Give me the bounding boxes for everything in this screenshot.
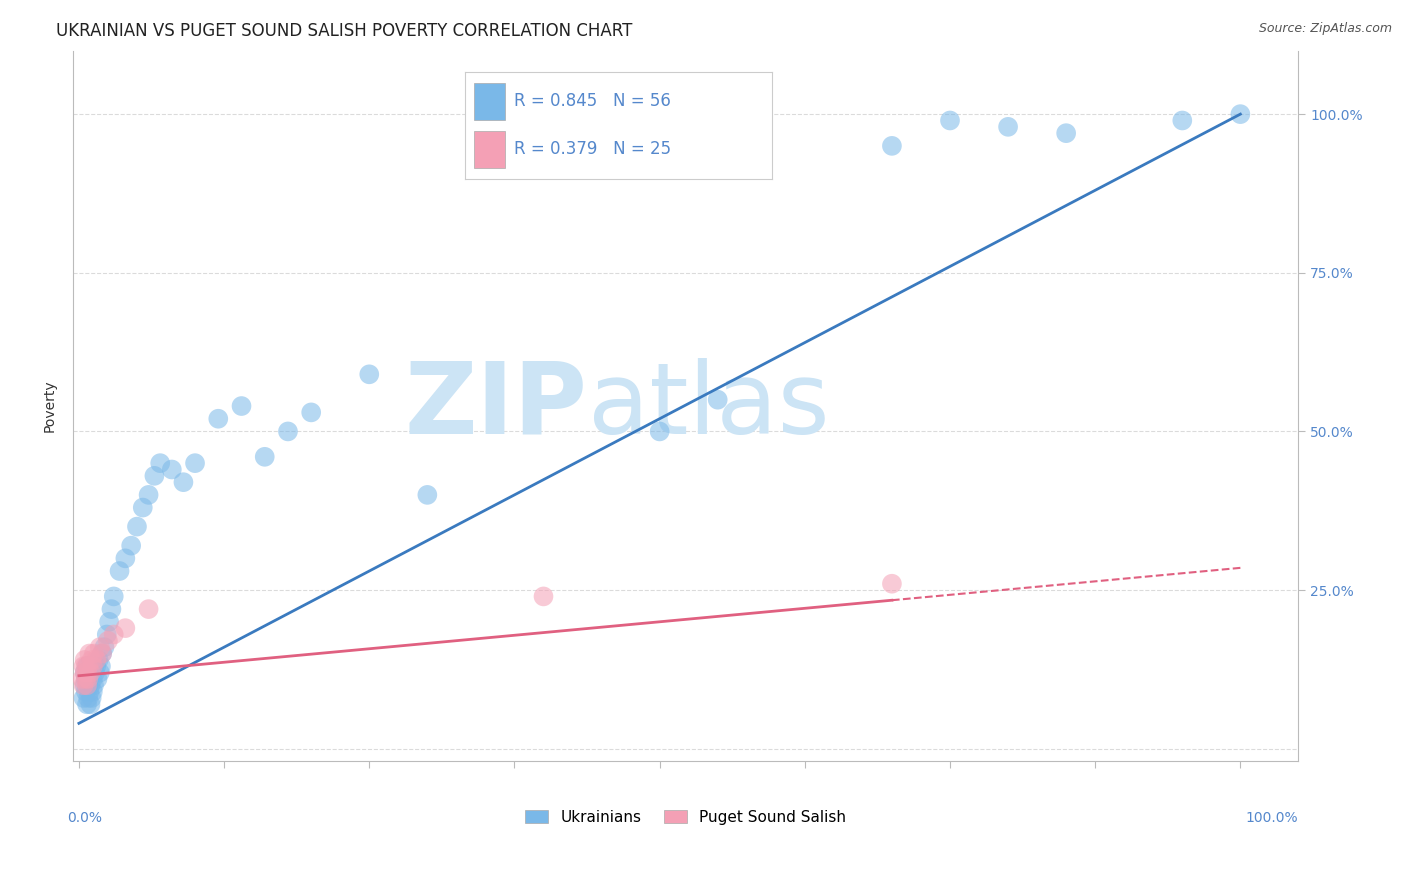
Point bbox=[160, 462, 183, 476]
Point bbox=[277, 425, 299, 439]
Point bbox=[96, 627, 118, 641]
Point bbox=[91, 647, 114, 661]
Point bbox=[76, 665, 98, 680]
Point bbox=[138, 488, 160, 502]
Point bbox=[253, 450, 276, 464]
Point bbox=[997, 120, 1019, 134]
Point bbox=[72, 690, 94, 705]
Point bbox=[86, 672, 108, 686]
Point bbox=[73, 665, 96, 680]
Point bbox=[82, 659, 104, 673]
Point bbox=[120, 539, 142, 553]
Point bbox=[86, 659, 108, 673]
Point bbox=[72, 678, 94, 692]
Point bbox=[87, 653, 110, 667]
Point bbox=[77, 672, 100, 686]
Point bbox=[880, 139, 903, 153]
Point bbox=[97, 633, 120, 648]
Point bbox=[149, 456, 172, 470]
Point bbox=[79, 672, 101, 686]
Text: atlas: atlas bbox=[588, 358, 830, 455]
Point bbox=[880, 576, 903, 591]
Point bbox=[143, 468, 166, 483]
Point bbox=[79, 665, 101, 680]
Point bbox=[1054, 126, 1077, 140]
Point bbox=[77, 690, 100, 705]
Point bbox=[86, 653, 108, 667]
Point bbox=[77, 678, 100, 692]
Text: 100.0%: 100.0% bbox=[1246, 811, 1299, 825]
Point bbox=[416, 488, 439, 502]
Point bbox=[82, 672, 104, 686]
Point bbox=[73, 665, 96, 680]
Point bbox=[91, 647, 114, 661]
Point bbox=[76, 698, 98, 712]
Point bbox=[231, 399, 253, 413]
Point bbox=[359, 368, 381, 382]
Text: UKRAINIAN VS PUGET SOUND SALISH POVERTY CORRELATION CHART: UKRAINIAN VS PUGET SOUND SALISH POVERTY … bbox=[56, 22, 633, 40]
Point bbox=[79, 698, 101, 712]
Point bbox=[90, 659, 112, 673]
Point bbox=[72, 659, 94, 673]
Y-axis label: Poverty: Poverty bbox=[44, 380, 58, 433]
Point bbox=[83, 647, 105, 661]
Point bbox=[82, 684, 104, 698]
Point bbox=[533, 590, 555, 604]
Point bbox=[706, 392, 728, 407]
Point bbox=[73, 653, 96, 667]
Point bbox=[125, 519, 148, 533]
Point bbox=[77, 659, 100, 673]
Point bbox=[172, 475, 194, 490]
Point bbox=[75, 672, 97, 686]
Point bbox=[89, 665, 111, 680]
Point bbox=[75, 672, 97, 686]
Point bbox=[114, 551, 136, 566]
Point bbox=[100, 602, 122, 616]
Point bbox=[76, 678, 98, 692]
Point bbox=[939, 113, 962, 128]
Text: Source: ZipAtlas.com: Source: ZipAtlas.com bbox=[1258, 22, 1392, 36]
Text: 0.0%: 0.0% bbox=[67, 811, 103, 825]
Point bbox=[103, 590, 125, 604]
Point bbox=[299, 405, 322, 419]
Text: ZIP: ZIP bbox=[405, 358, 588, 455]
Point bbox=[79, 684, 101, 698]
Point bbox=[79, 678, 101, 692]
Point bbox=[75, 659, 97, 673]
Point bbox=[80, 653, 103, 667]
Legend: Ukrainians, Puget Sound Salish: Ukrainians, Puget Sound Salish bbox=[526, 810, 846, 825]
Point bbox=[79, 647, 101, 661]
Point bbox=[1229, 107, 1251, 121]
Point bbox=[83, 678, 105, 692]
Point bbox=[184, 456, 207, 470]
Point bbox=[93, 640, 115, 655]
Point bbox=[138, 602, 160, 616]
Point bbox=[648, 425, 671, 439]
Point bbox=[132, 500, 155, 515]
Point bbox=[207, 411, 229, 425]
Point bbox=[103, 627, 125, 641]
Point bbox=[108, 564, 131, 578]
Point bbox=[73, 678, 96, 692]
Point bbox=[89, 640, 111, 655]
Point bbox=[76, 659, 98, 673]
Point bbox=[75, 684, 97, 698]
Point bbox=[72, 672, 94, 686]
Point bbox=[84, 665, 107, 680]
Point bbox=[114, 621, 136, 635]
Point bbox=[80, 690, 103, 705]
Point bbox=[98, 615, 121, 629]
Point bbox=[77, 665, 100, 680]
Point bbox=[1171, 113, 1194, 128]
